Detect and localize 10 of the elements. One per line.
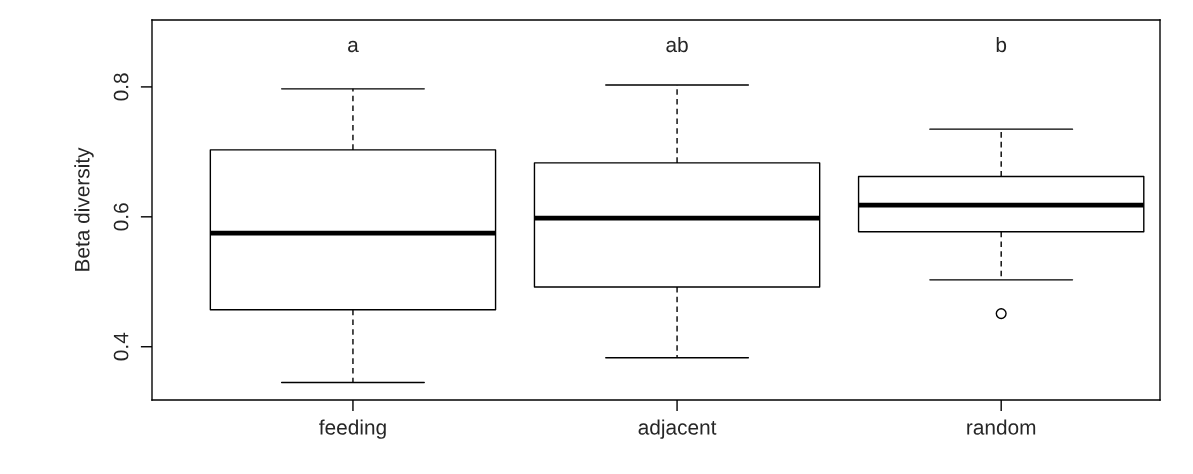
y-tick-label: 0.4: [113, 332, 129, 361]
y-axis-title: Beta diversity: [74, 147, 94, 271]
annotation: b: [996, 36, 1007, 53]
x-tick-label: random: [967, 419, 1036, 435]
x-tick-label: adjacent: [638, 419, 717, 439]
x-tick-label: feeding: [319, 419, 386, 439]
y-tick-label: 0.6: [113, 203, 129, 231]
y-tick-label: 0.8: [113, 73, 129, 101]
annotation: a: [348, 40, 359, 53]
annotation: ab: [666, 36, 688, 53]
